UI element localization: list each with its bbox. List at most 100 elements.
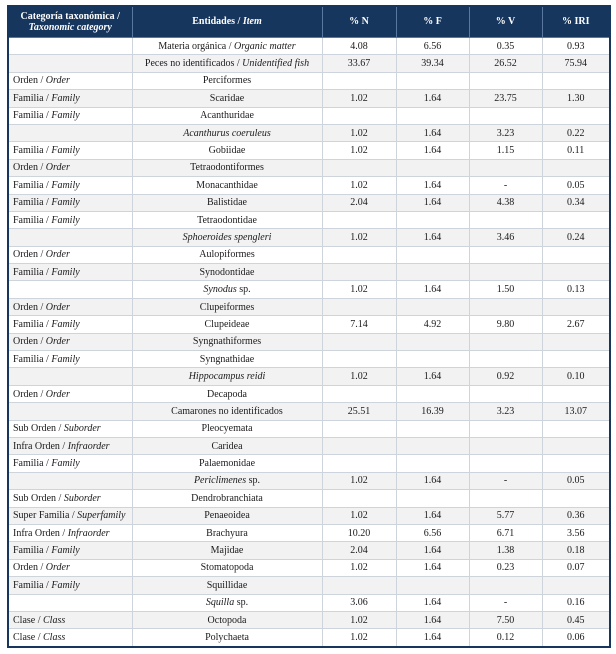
- item-cell: Squillidae: [131, 576, 323, 595]
- column-header-1: Entidades / Item: [131, 5, 323, 38]
- value-cell-v: [468, 576, 543, 595]
- table-row: Hippocampus reidi 1.02 1.64 0.92 0.10: [7, 367, 611, 386]
- column-header-5: % IRI: [541, 5, 611, 38]
- value-cell-f: 1.64: [395, 228, 470, 247]
- category-cell: Familia / Family: [7, 89, 133, 108]
- value-cell-iri: [541, 106, 611, 125]
- value-cell-v: [468, 158, 543, 178]
- text-segment: Sub Orden /: [13, 423, 64, 435]
- value-cell-v: 23.75: [468, 89, 543, 108]
- value-cell-n: 1.02: [321, 280, 397, 299]
- value-cell-v: [468, 436, 543, 456]
- value-cell-iri: [541, 210, 611, 230]
- text-segment-italic: Acanthurus coeruleus: [183, 127, 271, 139]
- text-segment-italic: Hippocampus reidi: [188, 371, 266, 383]
- text-segment: Familia /: [13, 353, 52, 365]
- value-cell-v: [468, 297, 543, 317]
- text-segment: Familia /: [13, 458, 52, 470]
- item-cell: Materia orgánica / Organic matter: [131, 36, 323, 56]
- value-cell-n: 25.51: [321, 402, 397, 421]
- value-cell-v: 3.46: [468, 228, 543, 247]
- table-row: Synodus sp. 1.02 1.64 1.50 0.13: [7, 280, 611, 299]
- item-cell: Brachyura: [131, 523, 323, 543]
- value-cell-f: [395, 263, 470, 282]
- value-cell-f: 1.64: [395, 367, 470, 386]
- item-cell: Stomatopoda: [131, 558, 323, 578]
- text-segment: Familia /: [13, 579, 52, 591]
- value-cell-v: 7.50: [468, 610, 543, 630]
- text-segment: Stomatopoda: [200, 562, 254, 574]
- value-cell-n: [321, 71, 397, 91]
- table-row: Orden / Order Clupeiformes: [7, 297, 611, 317]
- category-cell: Familia / Family: [7, 576, 133, 595]
- table-row: Camarones no identificados 25.51 16.39 3.23…: [7, 402, 611, 421]
- category-cell: Orden / Order: [7, 158, 133, 178]
- text-segment: Aulopiformes: [199, 249, 255, 261]
- value-cell-v: 9.80: [468, 315, 543, 334]
- text-segment-italic: Family: [51, 145, 80, 157]
- value-cell-v: 1.38: [468, 541, 543, 560]
- header-row: Categoría taxonómica / Taxonomic categor…: [7, 5, 611, 38]
- text-segment: % V: [495, 16, 516, 28]
- category-cell: Familia / Family: [7, 210, 133, 230]
- item-cell: Majidae: [131, 541, 323, 560]
- value-cell-n: 10.20: [321, 523, 397, 543]
- value-cell-iri: [541, 384, 611, 404]
- text-segment-italic: Family: [51, 197, 80, 209]
- text-segment: Pleocyemata: [201, 423, 253, 435]
- category-cell: Clase / Class: [7, 610, 133, 630]
- value-cell-n: 1.02: [321, 176, 397, 195]
- value-cell-v: 0.23: [468, 558, 543, 578]
- text-segment: Clupeiformes: [199, 301, 255, 313]
- text-segment: Orden /: [13, 336, 46, 348]
- value-cell-v: -: [468, 593, 543, 612]
- value-cell-n: [321, 489, 397, 508]
- text-segment-italic: Order: [45, 75, 70, 87]
- item-cell: Perciformes: [131, 71, 323, 91]
- value-cell-n: 1.02: [321, 228, 397, 247]
- value-cell-f: [395, 350, 470, 369]
- text-segment: Clase /: [13, 632, 43, 644]
- value-cell-f: [395, 419, 470, 438]
- category-cell: Sub Orden / Suborder: [7, 489, 133, 508]
- value-cell-f: 1.64: [395, 506, 470, 525]
- value-cell-f: 1.64: [395, 558, 470, 578]
- text-segment-italic: Family: [51, 318, 80, 330]
- text-segment: Tetraodontidae: [197, 214, 257, 226]
- item-cell: Aulopiformes: [131, 245, 323, 265]
- item-cell: Tetraodontidae: [131, 210, 323, 230]
- category-cell: Orden / Order: [7, 384, 133, 404]
- value-cell-iri: [541, 245, 611, 265]
- table-row: Orden / Order Aulopiformes: [7, 245, 611, 265]
- item-cell: Synodontidae: [131, 263, 323, 282]
- category-cell: Infra Orden / Infraorder: [7, 523, 133, 543]
- value-cell-n: [321, 384, 397, 404]
- table-row: Orden / Order Tetraodontiformes: [7, 158, 611, 178]
- item-cell: Clupeideae: [131, 315, 323, 334]
- item-cell: Acanthurus coeruleus: [131, 123, 323, 143]
- value-cell-iri: 0.22: [541, 123, 611, 143]
- text-segment: Infra Orden /: [13, 440, 68, 452]
- text-segment-italic: Family: [51, 266, 80, 278]
- value-cell-f: 1.64: [395, 280, 470, 299]
- table-row: Orden / Order Stomatopoda 1.02 1.64 0.23 0.07: [7, 558, 611, 578]
- category-cell: Familia / Family: [7, 541, 133, 560]
- item-cell: Squilla sp.: [131, 593, 323, 612]
- value-cell-v: 1.50: [468, 280, 543, 299]
- value-cell-n: [321, 332, 397, 352]
- value-cell-iri: [541, 263, 611, 282]
- value-cell-iri: [541, 576, 611, 595]
- value-cell-iri: 1.30: [541, 89, 611, 108]
- text-segment: Perciformes: [202, 75, 252, 87]
- table-row: Familia / Family Syngnathidae: [7, 350, 611, 369]
- value-cell-f: [395, 489, 470, 508]
- text-segment-italic: Infraorder: [67, 440, 110, 452]
- value-cell-n: 1.02: [321, 506, 397, 525]
- value-cell-n: [321, 106, 397, 125]
- value-cell-v: 3.23: [468, 123, 543, 143]
- value-cell-iri: 0.10: [541, 367, 611, 386]
- value-cell-iri: [541, 158, 611, 178]
- text-segment: Orden /: [13, 301, 46, 313]
- value-cell-n: [321, 297, 397, 317]
- text-segment-italic: Family: [51, 458, 80, 470]
